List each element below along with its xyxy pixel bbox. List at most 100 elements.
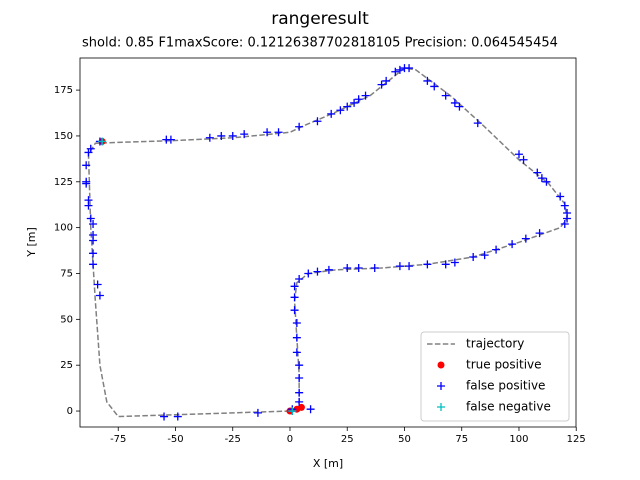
marker-plus xyxy=(290,293,299,302)
marker-plus xyxy=(492,245,501,254)
legend-label: false negative xyxy=(466,400,551,414)
legend-key xyxy=(437,382,445,390)
marker-plus xyxy=(508,240,517,249)
marker-plus xyxy=(240,130,249,139)
legend-label: trajectory xyxy=(466,337,524,351)
x-tick-label: 100 xyxy=(509,434,528,445)
marker-plus xyxy=(455,102,464,111)
marker-plus xyxy=(217,131,226,140)
marker-plus xyxy=(450,98,459,107)
marker-plus xyxy=(521,234,530,243)
marker-plus xyxy=(82,179,91,188)
marker-plus xyxy=(98,137,107,146)
marker-plus xyxy=(295,122,304,131)
plot-frame xyxy=(79,57,577,428)
marker-plus xyxy=(405,262,414,271)
y-tick-label: 150 xyxy=(54,131,73,142)
marker-plus xyxy=(354,263,363,272)
marker-plus xyxy=(469,252,478,261)
plot-area xyxy=(82,64,572,421)
marker-plus xyxy=(173,412,182,421)
marker-plus xyxy=(354,95,363,104)
marker-plus xyxy=(292,319,301,328)
marker-plus xyxy=(89,260,98,269)
marker-plus xyxy=(306,405,315,414)
marker-plus xyxy=(533,168,542,177)
marker-plus xyxy=(480,251,489,260)
marker-plus xyxy=(391,67,400,76)
marker-plus xyxy=(560,219,569,228)
marker-plus xyxy=(327,109,336,118)
x-axis-label: X [m] xyxy=(313,457,343,470)
y-tick-label: 100 xyxy=(54,223,73,234)
legend-key xyxy=(437,361,445,369)
marker-plus xyxy=(441,91,450,100)
marker-plus xyxy=(473,119,482,128)
marker-plus xyxy=(290,282,299,291)
x-tick-label: -75 xyxy=(110,434,126,445)
y-tick-label: 25 xyxy=(60,360,73,371)
marker-plus xyxy=(542,177,551,186)
marker-plus xyxy=(86,144,95,153)
marker-plus xyxy=(93,280,102,289)
marker-plus xyxy=(336,106,345,115)
marker-plus xyxy=(370,263,379,272)
marker-plus xyxy=(313,267,322,276)
x-tick-label: -25 xyxy=(225,434,241,445)
y-tick-label: 0 xyxy=(67,406,73,417)
marker-plus xyxy=(292,348,301,357)
marker-plus xyxy=(514,150,523,159)
marker-plus xyxy=(377,80,386,89)
chart-title: rangeresult xyxy=(271,9,369,29)
marker-plus xyxy=(274,128,283,137)
marker-plus xyxy=(290,306,299,315)
marker-plus xyxy=(84,201,93,210)
marker-plus xyxy=(166,135,175,144)
marker-plus xyxy=(82,161,91,170)
marker-plus xyxy=(288,407,297,416)
marker-plus xyxy=(395,262,404,271)
marker-plus xyxy=(430,82,439,91)
y-tick-label: 175 xyxy=(54,85,73,96)
legend-key xyxy=(437,403,445,411)
x-tick-label: 50 xyxy=(398,434,411,445)
marker-plus xyxy=(95,291,104,300)
marker-plus xyxy=(86,214,95,223)
marker-plus xyxy=(556,192,565,201)
marker-plus xyxy=(295,388,304,397)
marker-plus xyxy=(405,64,414,73)
marker-plus xyxy=(441,260,450,269)
marker-plus xyxy=(537,174,546,183)
marker-plus xyxy=(324,265,333,274)
x-tick-label: 25 xyxy=(341,434,354,445)
marker-plus xyxy=(563,214,572,223)
marker-plus xyxy=(228,131,237,140)
x-tick-label: 125 xyxy=(567,434,586,445)
marker-plus xyxy=(295,397,304,406)
marker-plus xyxy=(295,361,304,370)
marker-plus xyxy=(382,76,391,85)
marker-plus xyxy=(263,128,272,137)
marker-plus xyxy=(89,236,98,245)
marker-plus xyxy=(450,258,459,267)
marker-plus xyxy=(560,201,569,210)
marker-plus xyxy=(343,263,352,272)
marker-plus xyxy=(295,274,304,283)
y-tick-label: 125 xyxy=(54,177,73,188)
marker-plus xyxy=(423,76,432,85)
marker-plus xyxy=(295,374,304,383)
y-tick-label: 50 xyxy=(60,314,73,325)
x-tick-label: 75 xyxy=(455,434,468,445)
marker-plus xyxy=(343,102,352,111)
marker-plus xyxy=(253,408,262,417)
legend-label: true positive xyxy=(466,358,542,372)
marker-plus xyxy=(89,219,98,228)
legend-box xyxy=(420,331,570,422)
marker-plus xyxy=(519,155,528,164)
marker-plus xyxy=(423,260,432,269)
marker-plus xyxy=(205,133,214,142)
marker-plus xyxy=(160,412,169,421)
marker-plus xyxy=(89,249,98,258)
